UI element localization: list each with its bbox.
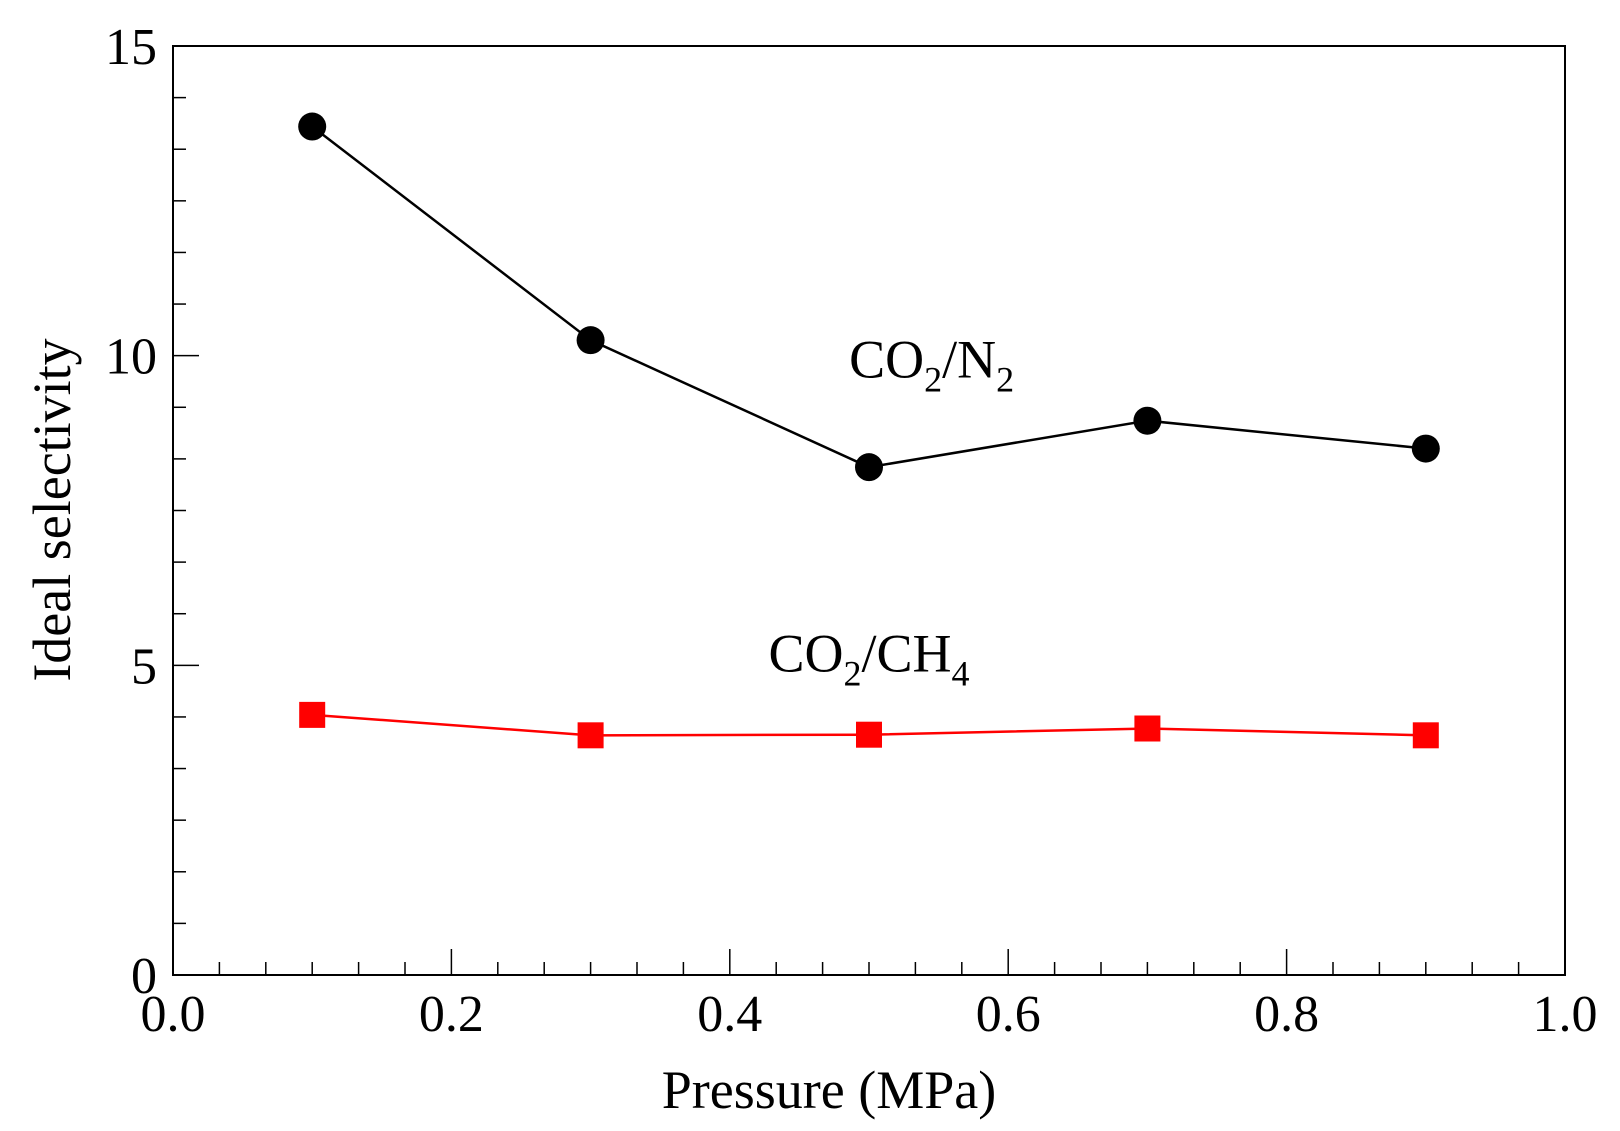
axis-ticks [173, 96, 1520, 975]
data-point-square [1412, 722, 1439, 749]
series-co2-ch4 [299, 701, 1439, 749]
x-tick-label: 0.2 [419, 986, 484, 1043]
data-point-circle [1133, 406, 1162, 435]
data-point-circle [1411, 434, 1440, 463]
data-point-circle [855, 453, 883, 482]
y-tick-label: 10 [105, 329, 157, 386]
data-point-square [577, 722, 604, 749]
data-point-square [1134, 715, 1161, 742]
x-axis-label: Pressure (MPa) [662, 1060, 996, 1120]
x-tick-label: 0.4 [697, 986, 762, 1043]
series-co2-n2 [298, 112, 1440, 482]
annotation-layer: CO2/N2 CO2/CH4 [768, 329, 1014, 693]
x-tick-label: 0.0 [141, 986, 206, 1043]
axis-tick-labels: 0.0 0.2 0.4 0.6 0.8 1.0 0 5 10 15 [105, 19, 1598, 1043]
data-point-square [856, 721, 882, 748]
plot-frame [172, 45, 1566, 976]
data-point-circle [576, 326, 605, 355]
y-axis-label: Ideal selectivity [22, 338, 82, 681]
annotation-co2-n2: CO2/N2 [849, 329, 1014, 399]
x-tick-label: 0.8 [1254, 986, 1319, 1043]
series-line [311, 125, 1426, 469]
x-tick-label: 1.0 [1533, 986, 1598, 1043]
annotation-co2-ch4: CO2/CH4 [768, 624, 969, 694]
y-tick-label: 15 [105, 19, 157, 76]
series-layer [298, 112, 1440, 749]
data-point-square [299, 701, 326, 728]
data-point-circle [298, 112, 327, 141]
y-tick-label: 5 [131, 638, 157, 695]
x-tick-label: 0.6 [976, 986, 1041, 1043]
y-tick-label: 0 [131, 948, 157, 1005]
